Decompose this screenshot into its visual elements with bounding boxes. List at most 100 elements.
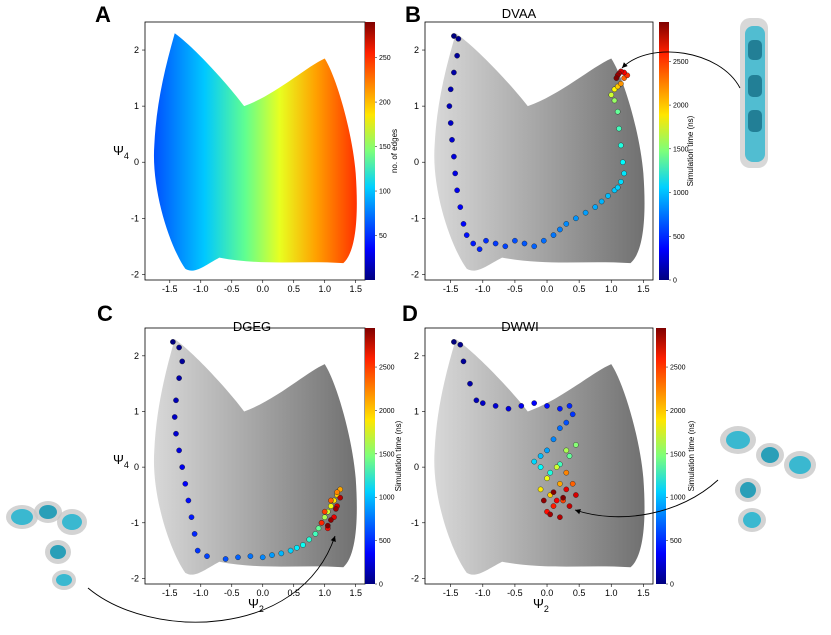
trajectory-point-c	[182, 480, 189, 487]
trajectory-point-d	[563, 419, 570, 426]
plot-area-b: -1.5 -1.0 -0.5 0.0 0.5 1.0 1.5 -2 -1 0 1 2	[411, 21, 654, 294]
trajectory-point-b	[447, 86, 454, 93]
y-tick-label: 1	[414, 406, 419, 416]
trajectory-point-d	[518, 403, 525, 409]
trajectory-point-b	[573, 215, 579, 222]
colorbar-tick-label: 250	[379, 55, 391, 62]
y-tick-label: -2	[131, 269, 139, 279]
panel-c: C DGEG -1.5 -1.0 -0.5 0.0 0.5 1.0 1.5 -2-1012 …	[6, 301, 403, 623]
trajectory-point-d	[480, 400, 486, 406]
y-axis-label-a: Ψ4	[113, 143, 129, 161]
y-tick-label: -2	[411, 573, 419, 583]
panel-label-a: A	[95, 2, 111, 27]
x-tick-label: 0.0	[541, 284, 554, 294]
trajectory-point-b	[457, 204, 464, 210]
x-tick-label: -1.0	[475, 284, 491, 294]
y-tick-label: 0	[414, 462, 419, 472]
y-tick-label: 2	[134, 351, 139, 361]
structure-image-c	[6, 501, 87, 590]
colorbar-tick-label: 2000	[673, 103, 689, 110]
trajectory-point-b	[476, 246, 483, 252]
trajectory-point-d	[563, 486, 570, 493]
trajectory-point-b	[605, 193, 611, 199]
trajectory-point-d	[573, 442, 579, 448]
y-tick-label: -1	[411, 518, 419, 528]
landscape-shape	[153, 339, 357, 575]
plot-area-a: -1.5 -1.0 -0.5 0.0 0.5 1.0 1.5 -2 -1 0 1 2	[131, 21, 366, 294]
y-axis-label-c: Ψ4	[113, 452, 129, 470]
trajectory-d	[451, 339, 579, 520]
structure-image-d	[720, 426, 816, 532]
colorbar-a	[365, 22, 375, 280]
y-tick-label: 2	[134, 45, 139, 55]
x-tick-label: 0.0	[541, 588, 554, 598]
x-tick-label: 1.0	[318, 588, 331, 598]
trajectory-point-c	[222, 556, 229, 562]
trajectory-point-b	[512, 237, 518, 244]
trajectory-point-c	[259, 554, 266, 561]
trajectory-point-c	[318, 519, 325, 526]
colorbar-ticks-c: 0 500 1000 1500 2000 2500	[375, 365, 395, 589]
x-axis-label-d: Ψ2	[533, 596, 549, 614]
trajectory-point-d	[460, 358, 467, 365]
y-ticks-c: -2 -1 0 1 2	[131, 351, 145, 583]
trajectory-point-d	[451, 339, 457, 345]
colorbar-tick-label: 50	[379, 233, 387, 240]
colorbar-tick-label: 100	[379, 189, 391, 196]
colorbar-tick-label: 1000	[670, 495, 686, 502]
y-tick-label: 1	[134, 406, 139, 416]
x-tick-label: 1.0	[318, 284, 331, 294]
landscape-cloud-a	[153, 33, 357, 271]
plot-area-d: -1.5 -1.0 -0.5 0.0 0.5 1.0 1.5 -2 -1 0 1 2	[411, 327, 654, 598]
trajectory-point-b	[451, 33, 457, 39]
trajectory-point-d	[473, 397, 480, 404]
colorbar-tick-label: 2000	[379, 408, 395, 415]
trajectory-point-d	[544, 447, 550, 454]
colorbar-tick-label: 2000	[670, 408, 686, 415]
trajectory-point-b	[619, 159, 626, 165]
trajectory-point-b	[541, 237, 547, 244]
trajectory-point-d	[547, 511, 553, 518]
trajectory-point-d	[566, 403, 573, 409]
colorbar-tick-label: 500	[673, 234, 685, 241]
trajectory-point-c	[328, 497, 334, 504]
trajectory-point-b	[592, 204, 598, 210]
trajectory-point-b	[483, 237, 489, 244]
x-tick-label: -1.5	[162, 588, 178, 598]
trajectory-point-c	[328, 517, 334, 523]
trajectory-point-b	[616, 125, 622, 132]
trajectory-point-c	[300, 542, 306, 548]
trajectory-point-d	[550, 489, 557, 495]
trajectory-point-b	[618, 80, 624, 87]
trajectory-point-c	[334, 489, 340, 495]
y-tick-label: 0	[414, 157, 419, 167]
colorbar-ticks-a: 50 100 150 200 250	[375, 55, 391, 240]
trajectory-point-d	[557, 425, 563, 431]
x-tick-label: -0.5	[224, 284, 240, 294]
trajectory-point-d	[467, 380, 473, 387]
trajectory-point-c	[235, 554, 241, 561]
y-ticks-b: -2 -1 0 1 2	[411, 45, 425, 279]
trajectory-point-d	[544, 403, 550, 409]
trajectory-point-b	[492, 240, 499, 247]
x-tick-label: 1.5	[349, 588, 362, 598]
trajectory-point-b	[618, 142, 624, 149]
trajectory-point-d	[492, 403, 499, 409]
axes-frame-d	[424, 327, 654, 585]
colorbar-label-d: Simulation time (ns)	[687, 420, 696, 491]
trajectory-point-c	[188, 514, 195, 520]
x-ticks-d: -1.5 -1.0 -0.5 0.0 0.5 1.0 1.5	[443, 584, 650, 598]
colorbar-tick-label: 1500	[379, 451, 395, 458]
trajectory-c	[170, 339, 343, 562]
colorbar-tick-label: 0	[673, 278, 677, 285]
trajectory-point-c	[315, 525, 322, 532]
trajectory-point-c	[321, 514, 328, 520]
colorbar-tick-label: 1000	[673, 190, 689, 197]
arrow-d	[574, 479, 719, 518]
trajectory-point-d	[550, 503, 557, 509]
trajectory-point-c	[204, 553, 210, 559]
x-ticks-c: -1.5 -1.0 -0.5 0.0 0.5 1.0 1.5	[162, 584, 362, 598]
x-tick-label: 1.5	[637, 588, 650, 598]
x-tick-label: -0.5	[507, 588, 523, 598]
